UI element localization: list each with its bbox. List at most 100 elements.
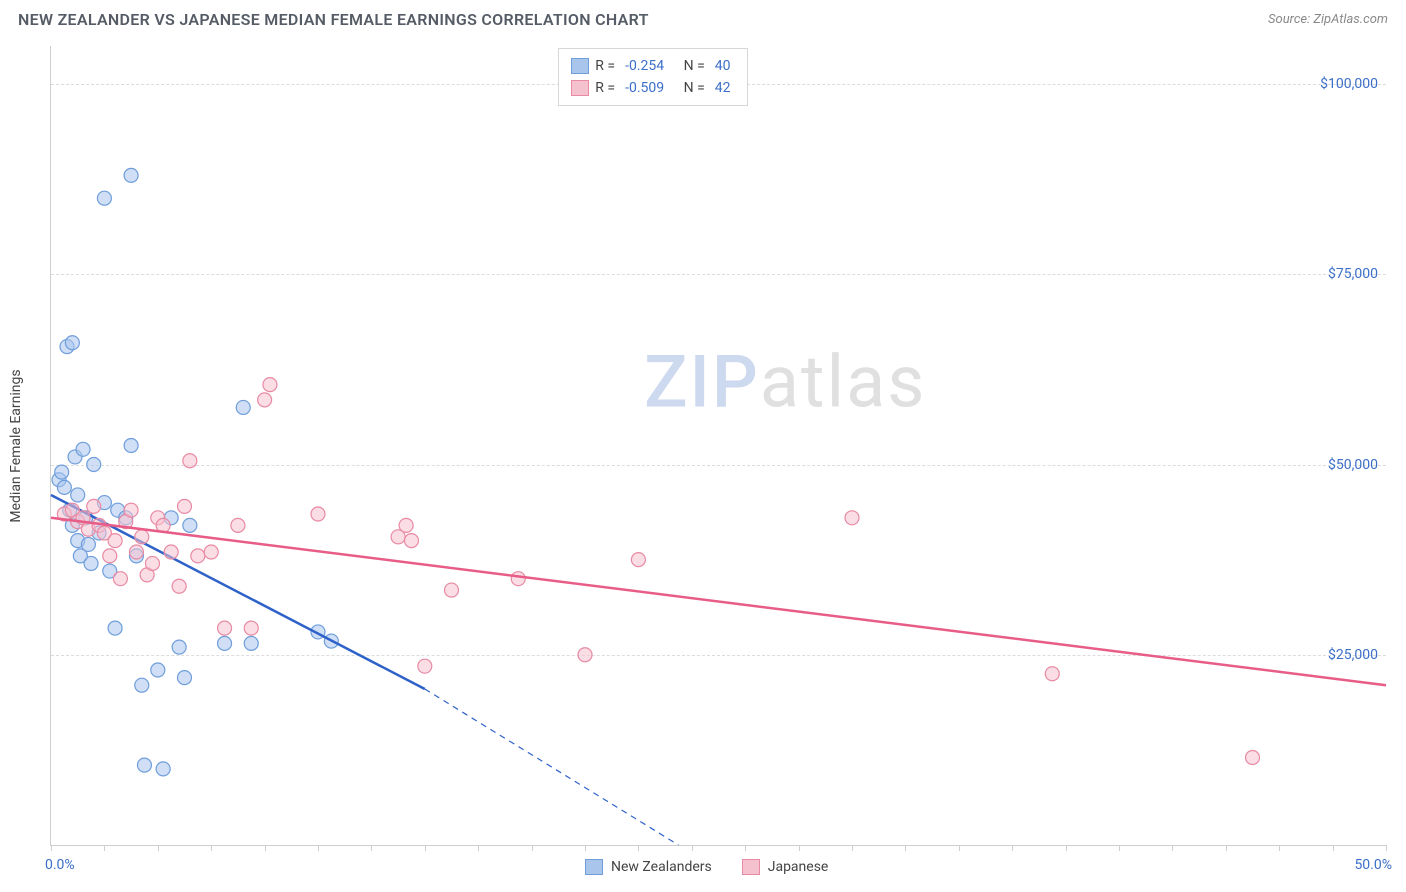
x-tick [1066, 845, 1067, 851]
data-point-nz [55, 465, 69, 479]
n-value-nz: 40 [715, 55, 731, 77]
data-point-jp [108, 534, 122, 548]
data-point-nz [178, 671, 192, 685]
data-point-jp [258, 393, 272, 407]
x-tick [1012, 845, 1013, 851]
swatch-jp [571, 80, 589, 96]
x-tick [51, 845, 52, 851]
r-value-nz: -0.254 [625, 55, 664, 77]
data-point-nz [151, 663, 165, 677]
trend-line-jp [51, 518, 1386, 685]
r-label: R = [595, 77, 615, 99]
data-point-nz [65, 336, 79, 350]
data-point-nz [156, 762, 170, 776]
data-point-jp [145, 556, 159, 570]
swatch-nz [585, 859, 603, 875]
data-point-jp [113, 572, 127, 586]
x-tick [1172, 845, 1173, 851]
legend-stats-row-nz: R = -0.254 N = 40 [571, 55, 734, 77]
x-tick [692, 845, 693, 851]
x-axis-label-max: 50.0% [1354, 857, 1392, 873]
chart-area: Median Female Earnings ZIPatlas $25,000$… [50, 46, 1386, 846]
swatch-jp [742, 859, 760, 875]
legend-label-jp: Japanese [768, 859, 829, 875]
data-point-jp [845, 511, 859, 525]
data-point-nz [172, 640, 186, 654]
data-point-nz [124, 168, 138, 182]
swatch-nz [571, 58, 589, 74]
chart-title: NEW ZEALANDER VS JAPANESE MEDIAN FEMALE … [18, 10, 649, 29]
legend-stats-row-jp: R = -0.509 N = 42 [571, 77, 734, 99]
data-point-nz [244, 636, 258, 650]
data-point-nz [71, 488, 85, 502]
data-point-nz [124, 439, 138, 453]
data-point-jp [204, 545, 218, 559]
x-tick [905, 845, 906, 851]
data-point-jp [244, 621, 258, 635]
data-point-jp [578, 648, 592, 662]
r-value-jp: -0.509 [625, 77, 664, 99]
x-tick [1386, 845, 1387, 851]
data-point-jp [511, 572, 525, 586]
data-point-jp [103, 549, 117, 563]
data-point-nz [108, 621, 122, 635]
legend-stats: R = -0.254 N = 40 R = -0.509 N = 42 [558, 48, 747, 106]
data-point-jp [445, 583, 459, 597]
x-tick [1333, 845, 1334, 851]
trend-line-ext-nz [425, 689, 679, 845]
x-tick [158, 845, 159, 851]
data-point-jp [1045, 667, 1059, 681]
x-tick [638, 845, 639, 851]
source-label: Source: ZipAtlas.com [1268, 12, 1388, 27]
data-point-jp [218, 621, 232, 635]
data-point-nz [236, 400, 250, 414]
x-tick [745, 845, 746, 851]
data-point-nz [87, 458, 101, 472]
data-point-jp [87, 499, 101, 513]
y-axis-title: Median Female Earnings [8, 369, 24, 522]
data-point-jp [183, 454, 197, 468]
data-point-jp [191, 549, 205, 563]
x-tick [265, 845, 266, 851]
data-point-jp [178, 499, 192, 513]
x-tick [371, 845, 372, 851]
scatter-plot [51, 46, 1386, 845]
data-point-nz [183, 518, 197, 532]
x-tick [532, 845, 533, 851]
x-tick [852, 845, 853, 851]
x-tick [585, 845, 586, 851]
data-point-nz [97, 191, 111, 205]
data-point-jp [135, 530, 149, 544]
data-point-nz [57, 480, 71, 494]
x-tick [104, 845, 105, 851]
data-point-jp [124, 503, 138, 517]
data-point-jp [231, 518, 245, 532]
data-point-nz [135, 678, 149, 692]
data-point-jp [311, 507, 325, 521]
data-point-jp [129, 545, 143, 559]
legend-item-nz: New Zealanders [585, 859, 712, 875]
legend-series: New Zealanders Japanese [585, 859, 828, 875]
data-point-jp [399, 518, 413, 532]
x-tick [478, 845, 479, 851]
n-value-jp: 42 [715, 77, 731, 99]
data-point-jp [263, 378, 277, 392]
x-axis-label-min: 0.0% [45, 857, 75, 873]
data-point-jp [631, 553, 645, 567]
x-tick [211, 845, 212, 851]
data-point-nz [81, 537, 95, 551]
x-tick [959, 845, 960, 851]
data-point-jp [164, 545, 178, 559]
data-point-nz [76, 442, 90, 456]
x-tick [318, 845, 319, 851]
n-label: N = [684, 55, 705, 77]
x-tick [425, 845, 426, 851]
data-point-nz [218, 636, 232, 650]
data-point-jp [172, 579, 186, 593]
x-tick [1119, 845, 1120, 851]
data-point-nz [84, 556, 98, 570]
x-tick [1226, 845, 1227, 851]
x-tick [1279, 845, 1280, 851]
n-label: N = [684, 77, 705, 99]
x-tick [799, 845, 800, 851]
